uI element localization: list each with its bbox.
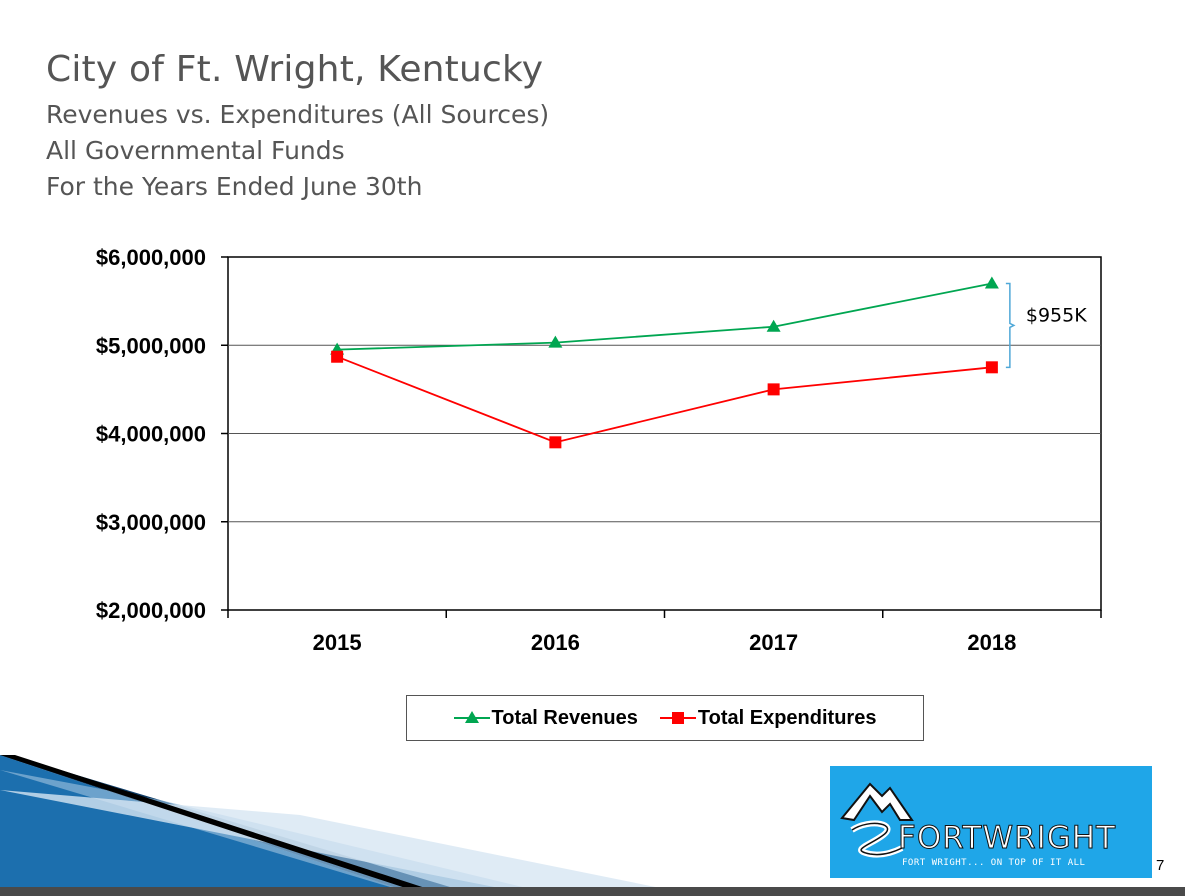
revenue-point-marker <box>766 319 781 332</box>
x-tick-label: 2016 <box>531 630 580 655</box>
slide-title: City of Ft. Wright, Kentucky <box>46 49 544 90</box>
page-number: 7 <box>1156 857 1165 874</box>
logo-name: FORTWRIGHT <box>897 820 1117 857</box>
series-line-revenues <box>337 282 993 351</box>
legend-triangle-marker-icon <box>453 711 490 723</box>
series-line-expenditures <box>336 355 992 444</box>
y-tick-label: $4,000,000 <box>96 422 206 447</box>
x-tick-label: 2017 <box>749 630 798 655</box>
legend-item-revenues: Total Revenues <box>453 706 638 730</box>
y-tick-label: $3,000,000 <box>96 510 206 535</box>
annotation-bracket <box>1005 282 1016 369</box>
chart-legend: Total Revenues Total Expenditures <box>406 695 924 741</box>
x-tick-label: 2018 <box>967 630 1016 655</box>
slide-subtitle-line: All Governmental Funds <box>46 136 345 165</box>
x-tick-label: 2015 <box>313 630 362 655</box>
y-tick-label: $6,000,000 <box>96 245 206 270</box>
legend-label: Total Revenues <box>491 706 638 729</box>
slide-subtitle-line: Revenues vs. Expenditures (All Sources) <box>46 100 550 129</box>
annotation-label: $955K <box>1026 304 1087 326</box>
legend-label: Total Expenditures <box>697 706 877 729</box>
slide-swoosh-decoration <box>0 755 700 896</box>
y-tick-label: $2,000,000 <box>96 598 206 623</box>
bottom-bar <box>0 887 1185 896</box>
y-tick-label: $5,000,000 <box>96 333 206 358</box>
plot-area: $2,000,000 $3,000,000 $4,000,000 $5,000,000… <box>96 245 1102 655</box>
expenditure-point-marker <box>331 350 344 363</box>
expenditure-point-marker <box>549 436 562 449</box>
revenue-point-marker <box>548 335 563 348</box>
revenue-point-marker <box>984 276 999 289</box>
legend-item-expenditures: Total Expenditures <box>659 706 877 730</box>
fortwright-logo: FORTWRIGHT FORT WRIGHT... ON TOP OF IT A… <box>830 766 1152 878</box>
expenditure-point-marker <box>767 383 780 396</box>
legend-square-marker-icon <box>659 712 696 724</box>
logo-tagline: FORT WRIGHT... ON TOP OF IT ALL <box>902 858 1086 868</box>
expenditure-point-marker <box>985 361 998 374</box>
slide-subtitle-line: For the Years Ended June 30th <box>46 172 423 201</box>
mountain-road-icon <box>840 782 914 858</box>
